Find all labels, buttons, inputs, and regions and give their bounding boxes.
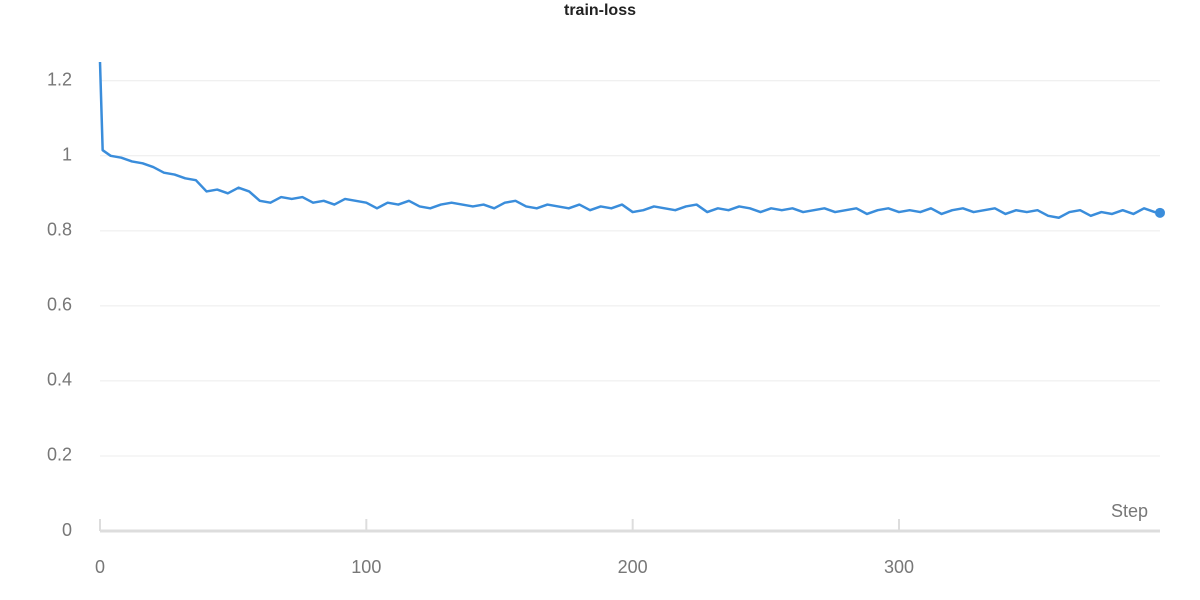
y-tick-label: 0.2 [47, 445, 72, 465]
y-tick-label: 0.6 [47, 295, 72, 315]
y-tick-label: 1.2 [47, 70, 72, 90]
x-tick-label: 0 [95, 557, 105, 577]
x-axis-label: Step [1111, 501, 1148, 521]
data-line [98, 61, 1161, 219]
y-tick-label: 0.4 [47, 370, 72, 390]
end-point [1155, 207, 1165, 218]
x-tick-label: 100 [351, 557, 381, 577]
y-tick-label: 0.8 [47, 220, 72, 240]
x-tick-label: 300 [884, 557, 914, 577]
y-tick-label: 0 [62, 520, 72, 540]
y-tick-label: 1 [62, 145, 72, 165]
x-tick-label: 200 [618, 557, 648, 577]
chart-title: train-loss [564, 2, 636, 19]
